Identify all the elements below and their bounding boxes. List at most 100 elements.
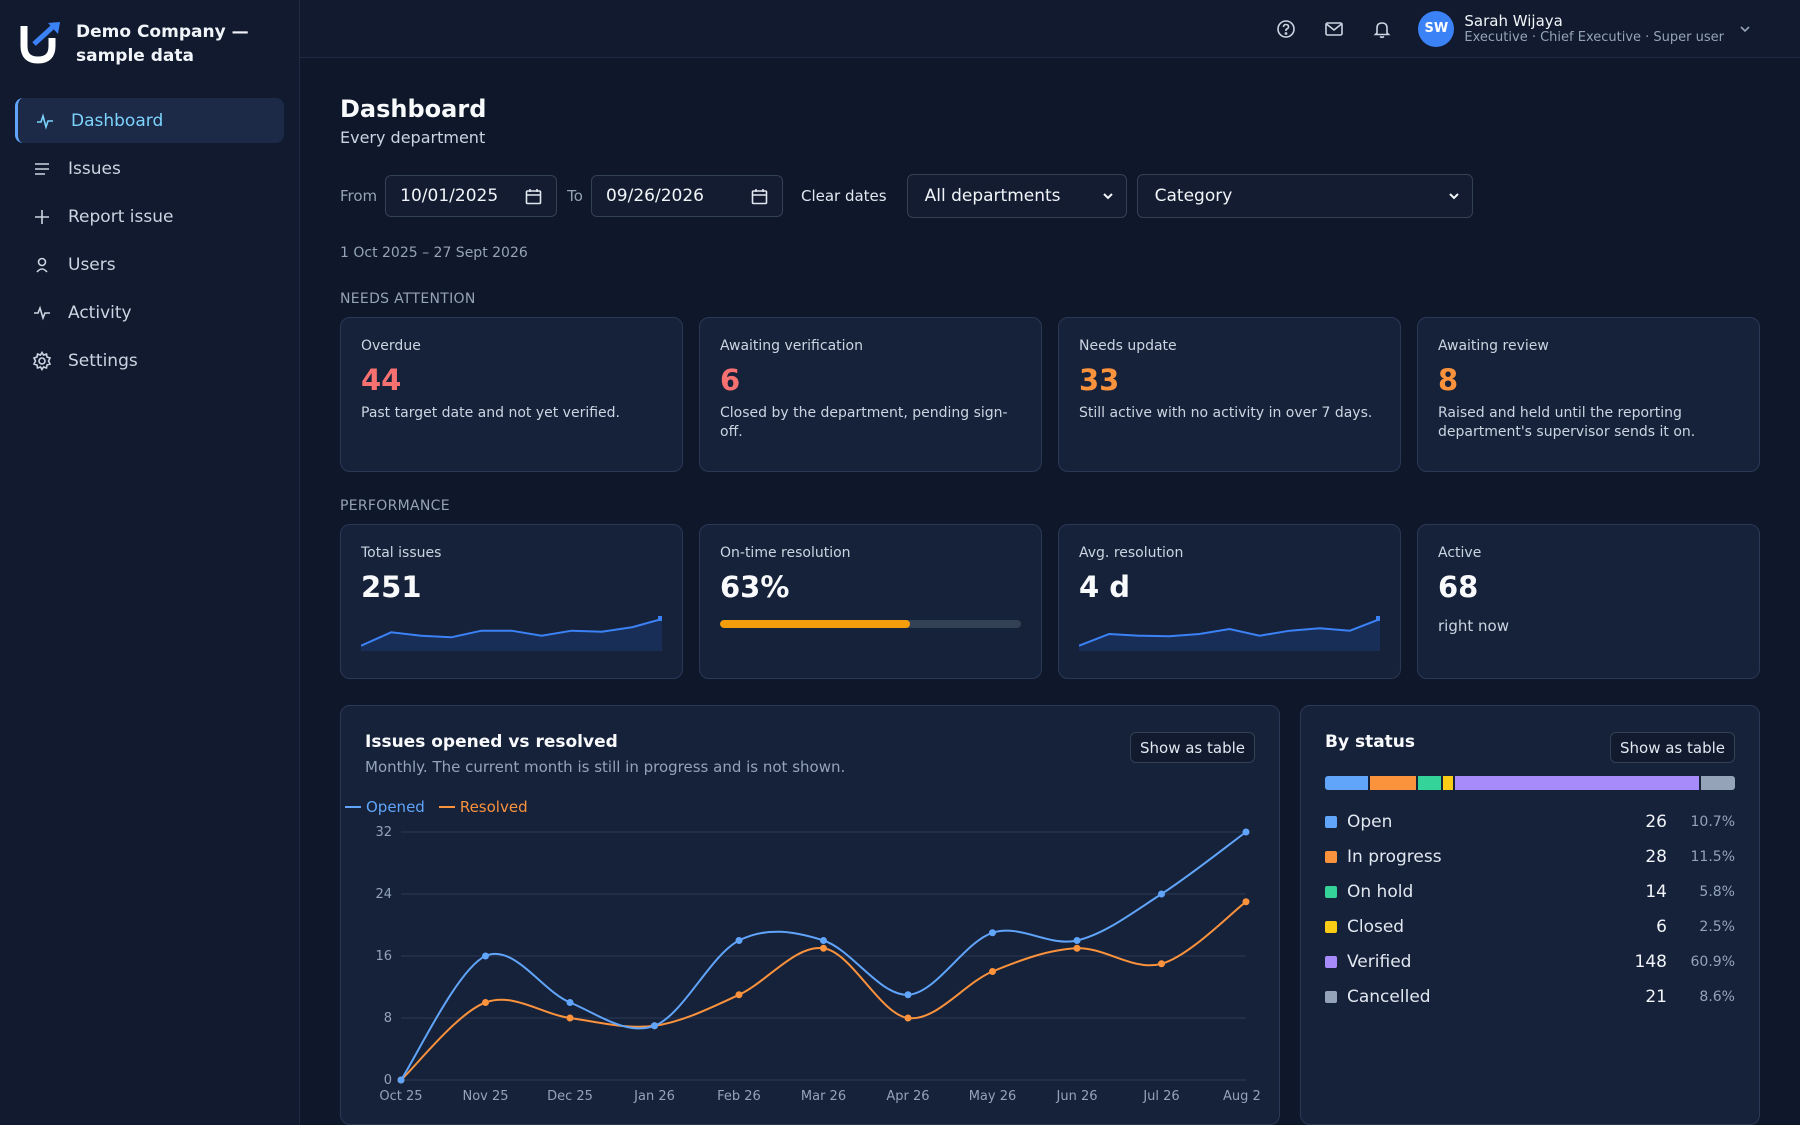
data-point-resolved xyxy=(989,968,996,975)
category-select[interactable]: Category xyxy=(1136,174,1473,218)
x-tick-label: May 26 xyxy=(969,1089,1017,1104)
status-color-swatch xyxy=(1325,815,1337,828)
user-menu[interactable]: SW Sarah Wijaya Executive · Chief Execut… xyxy=(1418,10,1752,47)
x-tick-label: Apr 26 xyxy=(886,1089,929,1104)
calendar-icon[interactable] xyxy=(525,188,542,205)
data-point-opened xyxy=(904,991,912,999)
main-area: SW Sarah Wijaya Executive · Chief Execut… xyxy=(300,0,1800,1125)
clear-dates-button[interactable]: Clear dates xyxy=(800,187,887,205)
panel-title: Issues opened vs resolved xyxy=(365,732,618,752)
card-label: Awaiting review xyxy=(1438,338,1549,354)
sidebar-item-report-issue[interactable]: Report issue xyxy=(15,194,284,239)
status-name: Open xyxy=(1347,811,1393,832)
department-select[interactable]: All departments xyxy=(906,174,1127,218)
card-value: 63% xyxy=(720,570,790,604)
status-count: 21 xyxy=(1645,986,1667,1007)
sparkline-area xyxy=(1079,619,1380,651)
chevron-down-icon xyxy=(1740,25,1750,32)
active-card: Active 68 right now xyxy=(1417,524,1760,679)
dashboard-content: Dashboard Every department From 10/01/20… xyxy=(300,58,1800,1125)
on-time-resolution-card: On-time resolution 63% xyxy=(699,524,1042,679)
data-point-opened xyxy=(482,952,489,960)
mail-icon[interactable] xyxy=(1322,17,1346,41)
status-bar-segment xyxy=(1369,776,1416,790)
data-point-resolved xyxy=(482,999,489,1006)
page-subtitle: Every department xyxy=(340,128,486,147)
x-tick-label: Mar 26 xyxy=(801,1089,846,1104)
sidebar-item-settings[interactable]: Settings xyxy=(15,338,284,383)
needs-update-card[interactable]: Needs update 33 Still active with no act… xyxy=(1058,317,1401,472)
data-point-resolved xyxy=(1073,944,1081,952)
data-point-resolved xyxy=(1242,898,1250,906)
user-name: Sarah Wijaya xyxy=(1464,11,1563,30)
data-point-resolved xyxy=(820,944,827,952)
card-label: Total issues xyxy=(361,545,442,561)
date-range-text: 1 Oct 2025 – 27 Sept 2026 xyxy=(340,245,528,261)
sidebar-item-label: Report issue xyxy=(68,206,174,227)
avg-resolution-card: Avg. resolution 4 d xyxy=(1058,524,1401,679)
status-bar-segment xyxy=(1443,776,1453,790)
data-point-opened xyxy=(566,999,574,1006)
status-percent: 5.8% xyxy=(1699,883,1735,900)
sparkline-line xyxy=(1078,618,1381,647)
sidebar-item-dashboard[interactable]: Dashboard xyxy=(15,98,284,143)
sparkline-area xyxy=(361,619,662,651)
sidebar-item-issues[interactable]: Issues xyxy=(15,146,284,191)
help-icon[interactable] xyxy=(1274,17,1298,41)
show-as-table-button[interactable]: Show as table xyxy=(1129,732,1255,763)
card-label: Overdue xyxy=(361,338,421,354)
sidebar-item-label: Activity xyxy=(68,302,132,323)
sidebar-item-label: Issues xyxy=(68,158,121,179)
from-date-input[interactable]: 10/01/2025 xyxy=(385,175,558,217)
show-as-table-button[interactable]: Show as table xyxy=(1609,732,1735,763)
x-tick-label: Aug 26 xyxy=(1223,1089,1261,1104)
y-tick-label: 16 xyxy=(375,949,392,964)
to-date-input[interactable]: 09/26/2026 xyxy=(590,175,783,217)
chart-legend: Opened Resolved xyxy=(345,798,1255,816)
data-point-opened xyxy=(1158,890,1165,898)
legend-item-opened[interactable]: Opened xyxy=(345,798,425,816)
plus-icon xyxy=(32,207,52,227)
bell-icon[interactable] xyxy=(1370,17,1394,41)
chevron-down-icon xyxy=(1448,193,1459,200)
status-color-swatch xyxy=(1325,955,1337,968)
awaiting-verification-card[interactable]: Awaiting verification 6 Closed by the de… xyxy=(699,317,1042,472)
data-point-opened xyxy=(1242,828,1250,836)
chevron-down-icon xyxy=(1102,193,1113,200)
card-description: Still active with no activity in over 7 … xyxy=(1079,405,1373,421)
legend-item-resolved[interactable]: Resolved xyxy=(438,798,528,816)
status-stacked-bar xyxy=(1325,776,1735,790)
user-role: Executive · Chief Executive · Super user xyxy=(1464,29,1724,45)
total-issues-sparkline xyxy=(360,616,663,651)
to-date-value: 09/26/2026 xyxy=(605,186,704,206)
awaiting-review-card[interactable]: Awaiting review 8 Raised and held until … xyxy=(1417,317,1760,472)
brand[interactable]: Demo Company — sample data xyxy=(0,0,299,90)
overdue-card[interactable]: Overdue 44 Past target date and not yet … xyxy=(340,317,683,472)
status-row: On hold 14 5.8% xyxy=(1325,874,1735,909)
company-name: Demo Company — sample data xyxy=(76,22,249,66)
status-count: 6 xyxy=(1656,916,1667,937)
card-value: 44 xyxy=(361,363,402,397)
status-row: In progress 28 11.5% xyxy=(1325,839,1735,874)
status-color-swatch xyxy=(1325,885,1337,898)
data-point-opened xyxy=(397,1076,405,1084)
avatar: SW xyxy=(1418,10,1455,47)
data-point-resolved xyxy=(1158,960,1165,968)
sidebar-item-activity[interactable]: Activity xyxy=(15,290,284,335)
calendar-icon[interactable] xyxy=(751,188,768,205)
card-value: 4 d xyxy=(1079,570,1131,604)
sparkline-end-marker xyxy=(658,616,663,621)
status-percent: 11.5% xyxy=(1690,848,1735,865)
card-label: Awaiting verification xyxy=(720,338,863,354)
sidebar-item-users[interactable]: Users xyxy=(15,242,284,287)
data-point-resolved xyxy=(566,1014,574,1022)
card-label: On-time resolution xyxy=(720,545,851,561)
sidebar-item-label: Settings xyxy=(68,350,138,371)
status-name: On hold xyxy=(1347,881,1414,902)
data-point-opened xyxy=(1073,937,1081,944)
status-bar-segment xyxy=(1455,776,1699,790)
status-name: In progress xyxy=(1347,846,1442,867)
status-count: 14 xyxy=(1645,881,1667,902)
status-list: Open 26 10.7% In progress 28 11.5% On hold 14 5.… xyxy=(1325,804,1735,1014)
data-point-resolved xyxy=(735,991,743,999)
